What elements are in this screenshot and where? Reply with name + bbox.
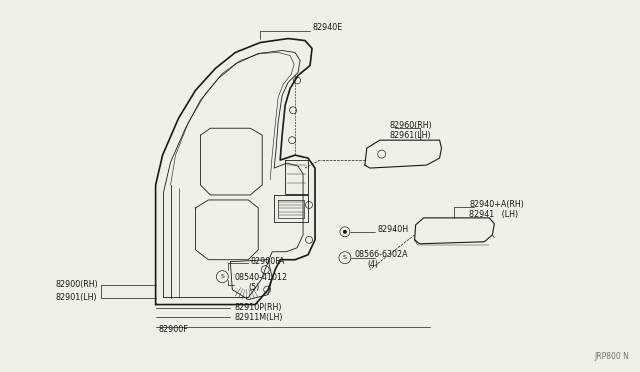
Text: 82941   (LH): 82941 (LH)	[469, 211, 518, 219]
Text: S: S	[220, 274, 224, 279]
Text: 82940+A(RH): 82940+A(RH)	[469, 201, 524, 209]
Text: 82900(RH): 82900(RH)	[56, 280, 99, 289]
Text: 82901(LH): 82901(LH)	[56, 293, 98, 302]
Text: (5): (5)	[248, 283, 259, 292]
Text: 82960(RH): 82960(RH)	[390, 121, 433, 130]
Text: JRP800 N: JRP800 N	[594, 352, 629, 361]
Text: 82910P(RH): 82910P(RH)	[234, 303, 282, 312]
Circle shape	[343, 230, 347, 234]
Text: S: S	[343, 255, 347, 260]
Text: 82961(LH): 82961(LH)	[390, 131, 431, 140]
Text: 82940H: 82940H	[378, 225, 409, 234]
Text: (4): (4)	[368, 260, 379, 269]
Text: 08566-6302A: 08566-6302A	[355, 250, 408, 259]
Text: 82900FA: 82900FA	[250, 257, 285, 266]
Text: 08540-41012: 08540-41012	[234, 273, 287, 282]
Text: 82940E: 82940E	[312, 23, 342, 32]
Text: 82900F: 82900F	[159, 325, 188, 334]
Text: 82911M(LH): 82911M(LH)	[234, 313, 283, 322]
